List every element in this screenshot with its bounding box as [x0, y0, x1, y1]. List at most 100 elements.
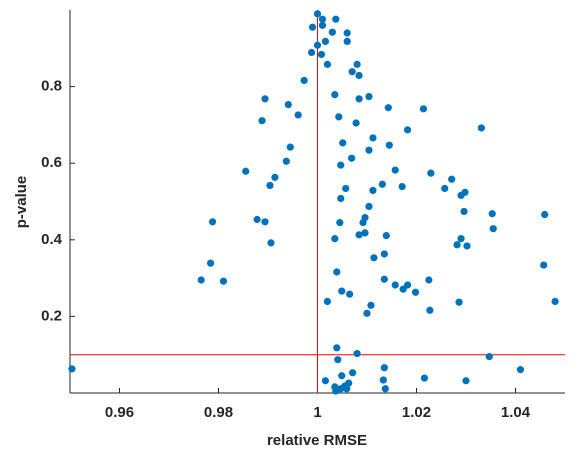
point — [321, 37, 330, 46]
point — [369, 134, 377, 142]
point — [365, 92, 373, 101]
point — [453, 241, 461, 249]
point — [68, 365, 76, 373]
point — [339, 139, 347, 147]
point — [197, 276, 205, 284]
point — [461, 188, 469, 196]
point — [426, 306, 434, 314]
point — [551, 297, 559, 306]
point — [382, 231, 390, 240]
point — [284, 101, 292, 109]
point — [457, 235, 465, 243]
point — [332, 15, 340, 23]
point — [411, 288, 420, 296]
point — [318, 15, 327, 23]
point — [337, 161, 345, 169]
point — [477, 124, 485, 132]
point — [346, 290, 354, 298]
x-tick-label: 0.96 — [105, 404, 134, 421]
point — [253, 215, 261, 224]
point — [398, 182, 406, 191]
point — [355, 71, 363, 80]
y-tick-label: 0.8 — [41, 78, 62, 95]
point — [370, 254, 378, 262]
point — [355, 231, 363, 239]
y-tick-label: 0.2 — [41, 307, 62, 324]
point — [335, 113, 343, 121]
point — [369, 186, 377, 194]
point — [343, 37, 351, 46]
point — [343, 29, 351, 37]
x-tick-label: 1 — [313, 404, 321, 421]
point — [365, 202, 373, 211]
point — [332, 387, 340, 395]
point — [328, 28, 336, 36]
point — [485, 353, 493, 361]
point — [342, 184, 350, 193]
point — [331, 91, 339, 99]
point — [355, 95, 363, 103]
point — [219, 277, 228, 285]
point — [282, 157, 290, 165]
point — [448, 175, 456, 183]
point — [425, 276, 433, 284]
point — [286, 143, 294, 151]
point — [419, 105, 428, 113]
point — [343, 385, 351, 393]
point — [353, 349, 361, 358]
point — [348, 154, 356, 162]
point — [333, 268, 341, 276]
point — [294, 111, 302, 119]
point — [334, 356, 342, 364]
point — [300, 76, 308, 85]
y-axis-label: p-value — [13, 176, 30, 229]
y-tick-label: 0.4 — [41, 231, 63, 248]
point — [208, 218, 217, 226]
point — [333, 344, 341, 352]
point — [349, 369, 357, 377]
point — [337, 194, 345, 203]
point — [267, 239, 275, 247]
point — [381, 385, 389, 393]
point — [323, 60, 331, 68]
point — [271, 173, 279, 181]
point — [380, 275, 388, 283]
point — [308, 23, 317, 31]
point — [399, 285, 407, 293]
point — [380, 250, 388, 258]
point — [541, 210, 549, 219]
point — [242, 167, 250, 175]
point — [516, 366, 525, 374]
point — [489, 225, 497, 233]
point — [462, 377, 470, 385]
point — [359, 218, 367, 227]
point — [261, 95, 269, 103]
point — [403, 126, 412, 134]
point — [317, 50, 326, 59]
point — [391, 281, 399, 289]
point — [321, 377, 330, 385]
point — [313, 10, 322, 18]
point — [353, 60, 361, 68]
point — [361, 229, 369, 237]
x-axis-label: relative RMSE — [267, 432, 367, 449]
point — [460, 207, 468, 216]
point — [266, 181, 274, 190]
point — [261, 218, 269, 226]
y-tick-label: 0.6 — [41, 154, 62, 171]
point — [365, 146, 373, 154]
point — [488, 210, 496, 218]
point — [378, 180, 386, 188]
point — [463, 242, 471, 250]
point — [352, 119, 360, 127]
point — [348, 68, 356, 76]
point — [206, 259, 215, 267]
point — [455, 298, 463, 306]
point — [318, 21, 327, 29]
point — [384, 104, 392, 112]
point — [420, 374, 429, 382]
point — [307, 48, 316, 57]
point — [338, 287, 346, 295]
